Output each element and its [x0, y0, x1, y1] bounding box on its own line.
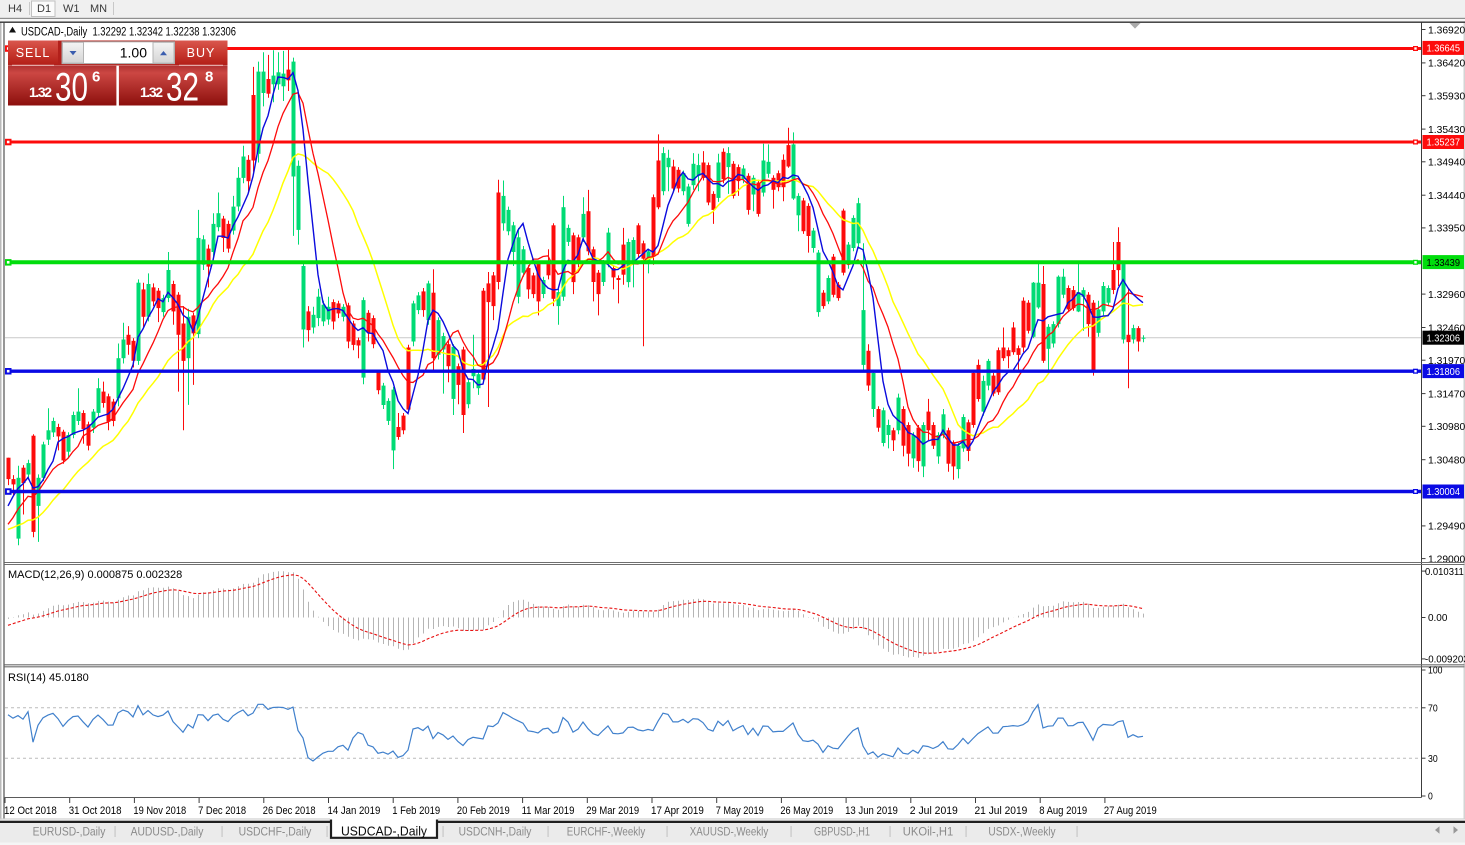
svg-text:1.32: 1.32 [140, 84, 163, 100]
svg-text:|: | [325, 824, 328, 838]
svg-text:100: 100 [1428, 666, 1443, 677]
svg-text:1.31806: 1.31806 [1427, 367, 1461, 378]
svg-text:MN: MN [90, 3, 107, 15]
svg-text:70: 70 [1428, 704, 1438, 715]
svg-text:MACD(12,26,9) 0.000875 0.00232: MACD(12,26,9) 0.000875 0.002328 [8, 569, 182, 581]
svg-text:1.30004: 1.30004 [1427, 487, 1461, 498]
svg-text:EURUSD-,Daily: EURUSD-,Daily [33, 825, 107, 839]
svg-text:1.34440: 1.34440 [1428, 191, 1465, 202]
svg-text:1.32960: 1.32960 [1428, 290, 1465, 301]
svg-text:1 Feb 2019: 1 Feb 2019 [392, 805, 440, 817]
svg-text:1.32460: 1.32460 [1428, 323, 1465, 334]
svg-text:USDX-,Weekly: USDX-,Weekly [988, 825, 1056, 839]
svg-text:8 Aug 2019: 8 Aug 2019 [1039, 805, 1087, 817]
svg-text:12 Oct 2018: 12 Oct 2018 [4, 805, 57, 817]
svg-text:|: | [441, 824, 444, 838]
svg-text:|: | [665, 824, 668, 838]
svg-text:|: | [1075, 824, 1078, 838]
svg-text:0.00: 0.00 [1428, 613, 1448, 624]
svg-text:UKOil-,H1: UKOil-,H1 [903, 825, 954, 839]
svg-text:30: 30 [1428, 754, 1438, 765]
svg-text:1.00: 1.00 [120, 45, 147, 61]
svg-text:14 Jan 2019: 14 Jan 2019 [328, 805, 381, 817]
svg-text:D1: D1 [37, 3, 51, 15]
svg-text:1.36420: 1.36420 [1428, 59, 1465, 70]
svg-text:1.34940: 1.34940 [1428, 158, 1465, 169]
svg-text:|: | [789, 824, 792, 838]
svg-text:1.29000: 1.29000 [1428, 554, 1465, 565]
svg-text:|: | [113, 824, 116, 838]
svg-text:AUDUSD-,Daily: AUDUSD-,Daily [131, 825, 205, 839]
svg-text:31 Oct 2018: 31 Oct 2018 [69, 805, 122, 817]
svg-text:1.33439: 1.33439 [1427, 258, 1461, 269]
svg-text:6: 6 [92, 69, 100, 86]
svg-text:21 Jul 2019: 21 Jul 2019 [975, 805, 1028, 817]
svg-text:1.32306: 1.32306 [1427, 333, 1461, 344]
svg-text:20 Feb 2019: 20 Feb 2019 [457, 805, 510, 817]
svg-text:1.32: 1.32 [29, 84, 52, 100]
svg-text:1.31970: 1.31970 [1428, 356, 1465, 367]
svg-text:27 Aug 2019: 27 Aug 2019 [1104, 805, 1157, 817]
svg-text:-0.009203: -0.009203 [1425, 655, 1465, 666]
svg-text:0: 0 [1428, 792, 1433, 803]
svg-text:1.31470: 1.31470 [1428, 389, 1465, 400]
svg-text:13 Jun 2019: 13 Jun 2019 [845, 805, 898, 817]
svg-text:7 May 2019: 7 May 2019 [716, 805, 764, 817]
svg-text:1.35237: 1.35237 [1427, 138, 1461, 149]
svg-text:USDCAD-,Daily 1.32292 1.32342: USDCAD-,Daily 1.32292 1.32342 1.32238 1.… [21, 27, 236, 39]
svg-text:7 Dec 2018: 7 Dec 2018 [198, 805, 246, 817]
svg-text:1.29490: 1.29490 [1428, 522, 1465, 533]
svg-text:EURCHF-,Weekly: EURCHF-,Weekly [567, 825, 646, 839]
svg-text:2 Jul 2019: 2 Jul 2019 [910, 805, 958, 817]
svg-text:1.36920: 1.36920 [1428, 25, 1465, 36]
svg-text:1.30480: 1.30480 [1428, 456, 1465, 467]
svg-text:19 Nov 2018: 19 Nov 2018 [133, 805, 186, 817]
svg-text:|: | [546, 824, 549, 838]
svg-text:29 Mar 2019: 29 Mar 2019 [586, 805, 639, 817]
svg-text:8: 8 [205, 69, 213, 86]
svg-text:30: 30 [55, 66, 88, 110]
svg-text:26 May 2019: 26 May 2019 [780, 805, 833, 817]
svg-text:32: 32 [166, 66, 199, 110]
svg-text:|: | [220, 824, 223, 838]
svg-text:1.30980: 1.30980 [1428, 422, 1465, 433]
svg-text:SELL: SELL [16, 46, 51, 60]
svg-text:USDCNH-,Daily: USDCNH-,Daily [459, 825, 533, 839]
svg-text:H4: H4 [8, 3, 22, 15]
svg-text:BUY: BUY [187, 46, 216, 60]
svg-text:11 Mar 2019: 11 Mar 2019 [522, 805, 575, 817]
svg-text:1.35430: 1.35430 [1428, 125, 1465, 136]
svg-text:W1: W1 [63, 3, 80, 15]
svg-text:|: | [964, 824, 967, 838]
svg-text:0.010311: 0.010311 [1425, 567, 1464, 578]
svg-text:1.36645: 1.36645 [1427, 44, 1461, 55]
svg-text:RSI(14) 45.0180: RSI(14) 45.0180 [8, 672, 89, 684]
svg-text:USDCHF-,Daily: USDCHF-,Daily [239, 825, 313, 839]
svg-text:GBPUSD-,H1: GBPUSD-,H1 [814, 825, 870, 839]
svg-text:USDCAD-,Daily: USDCAD-,Daily [341, 825, 428, 839]
svg-text:17 Apr 2019: 17 Apr 2019 [651, 805, 704, 817]
svg-text:1.33950: 1.33950 [1428, 224, 1465, 235]
svg-text:1.35930: 1.35930 [1428, 92, 1465, 103]
svg-text:|: | [888, 824, 891, 838]
svg-text:XAUUSD-,Weekly: XAUUSD-,Weekly [690, 825, 769, 839]
svg-text:26 Dec 2018: 26 Dec 2018 [263, 805, 316, 817]
